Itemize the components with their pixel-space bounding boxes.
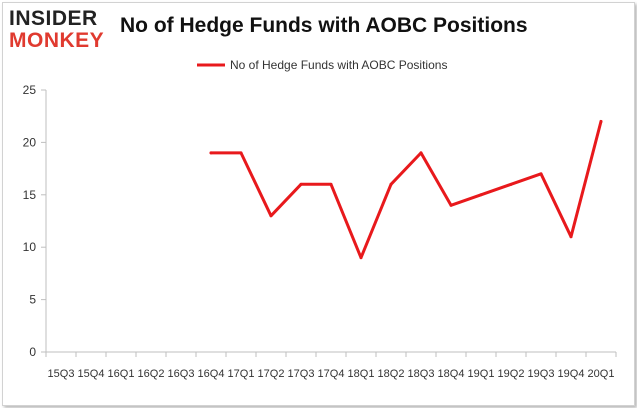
x-tick-label: 17Q1 (228, 368, 255, 380)
chart-title: No of Hedge Funds with AOBC Positions (120, 14, 528, 37)
y-tick-label: 0 (29, 345, 36, 359)
data-point (479, 193, 483, 197)
data-point (539, 172, 543, 176)
x-tick-label: 19Q1 (468, 368, 495, 380)
x-tick-label: 18Q1 (348, 368, 375, 380)
data-point (599, 119, 603, 123)
y-tick-label: 25 (23, 83, 37, 97)
x-tick-label: 19Q3 (528, 368, 555, 380)
insider-monkey-logo: INSIDER MONKEY (9, 8, 117, 52)
data-point (389, 182, 393, 186)
data-point (209, 151, 213, 155)
x-tick-label: 16Q3 (168, 368, 195, 380)
data-point (359, 256, 363, 260)
y-tick-label: 15 (23, 188, 37, 202)
x-tick-label: 16Q2 (138, 368, 165, 380)
x-tick-label: 18Q3 (408, 368, 435, 380)
logo-text-top: INSIDER (9, 7, 98, 30)
data-point (329, 182, 333, 186)
x-tick-label: 18Q4 (438, 368, 465, 380)
legend-label: No of Hedge Funds with AOBC Positions (230, 58, 447, 72)
logo-text-bottom: MONKEY (9, 29, 105, 52)
data-point (509, 182, 513, 186)
series-line (209, 119, 603, 260)
data-point (269, 214, 273, 218)
data-point (449, 203, 453, 207)
x-tick-label: 17Q3 (288, 368, 315, 380)
x-tick-label: 19Q2 (498, 368, 525, 380)
data-point (569, 235, 573, 239)
data-point (239, 151, 243, 155)
x-tick-label: 17Q4 (318, 368, 345, 380)
y-tick-label: 5 (29, 293, 36, 307)
x-tick-label: 17Q2 (258, 368, 285, 380)
x-tick-label: 16Q4 (198, 368, 225, 380)
y-tick-label: 10 (23, 240, 37, 254)
x-tick-label: 18Q2 (378, 368, 405, 380)
data-point (419, 151, 423, 155)
x-tick-label: 20Q1 (588, 368, 615, 380)
x-tick-label: 16Q1 (108, 368, 135, 380)
y-tick-label: 20 (23, 135, 37, 149)
x-tick-label: 19Q4 (558, 368, 585, 380)
data-point (299, 182, 303, 186)
x-tick-label: 15Q4 (78, 368, 105, 380)
x-tick-label: 15Q3 (48, 368, 75, 380)
